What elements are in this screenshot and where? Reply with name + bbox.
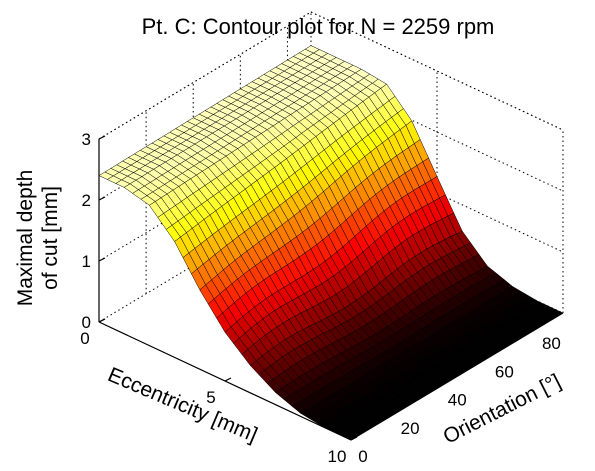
z-tick	[98, 196, 106, 201]
y-tick	[533, 323, 540, 328]
grid-line	[98, 133, 312, 262]
grid-line	[98, 194, 312, 323]
surface-mesh	[98, 45, 564, 441]
z-tick-label: 3	[82, 130, 91, 149]
y-tick-label: 80	[542, 334, 561, 353]
grid-line	[310, 11, 564, 131]
z-tick-label: 2	[82, 191, 91, 210]
z-axis-label-line1: Maximal depth	[14, 170, 37, 307]
y-tick	[391, 408, 399, 413]
z-tick	[98, 135, 106, 140]
z-tick	[98, 257, 106, 262]
x-tick	[224, 377, 232, 382]
chart-title: Pt. C: Contour plot for N = 2259 rpm	[142, 14, 495, 39]
z-axis-label-line2: of cut [mm]	[39, 186, 62, 290]
x-tick-label: 10	[328, 447, 347, 466]
z-tick-label: 0	[82, 313, 91, 332]
y-tick-label: 20	[401, 419, 420, 438]
y-axis-line	[350, 312, 564, 441]
x-tick	[98, 318, 106, 323]
x-axis-label: Eccentricity [mm]	[104, 363, 260, 447]
axis-ticks: 0 1 2 3 0 5 10 0 20 40 60 80	[80, 130, 564, 466]
y-tick-label: 60	[495, 362, 514, 381]
y-tick-label: 0	[358, 447, 367, 466]
grid-line	[98, 11, 312, 140]
y-tick	[486, 351, 493, 356]
x-tick-label: 5	[206, 388, 215, 407]
x-tick-label: 0	[80, 329, 89, 348]
y-tick-label: 40	[448, 391, 467, 410]
x-tick	[350, 436, 358, 441]
z-tick-label: 1	[82, 252, 91, 271]
y-tick	[344, 436, 352, 441]
y-tick	[438, 380, 446, 385]
